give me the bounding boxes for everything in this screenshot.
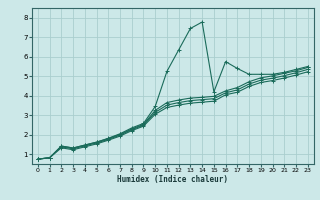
X-axis label: Humidex (Indice chaleur): Humidex (Indice chaleur) — [117, 175, 228, 184]
